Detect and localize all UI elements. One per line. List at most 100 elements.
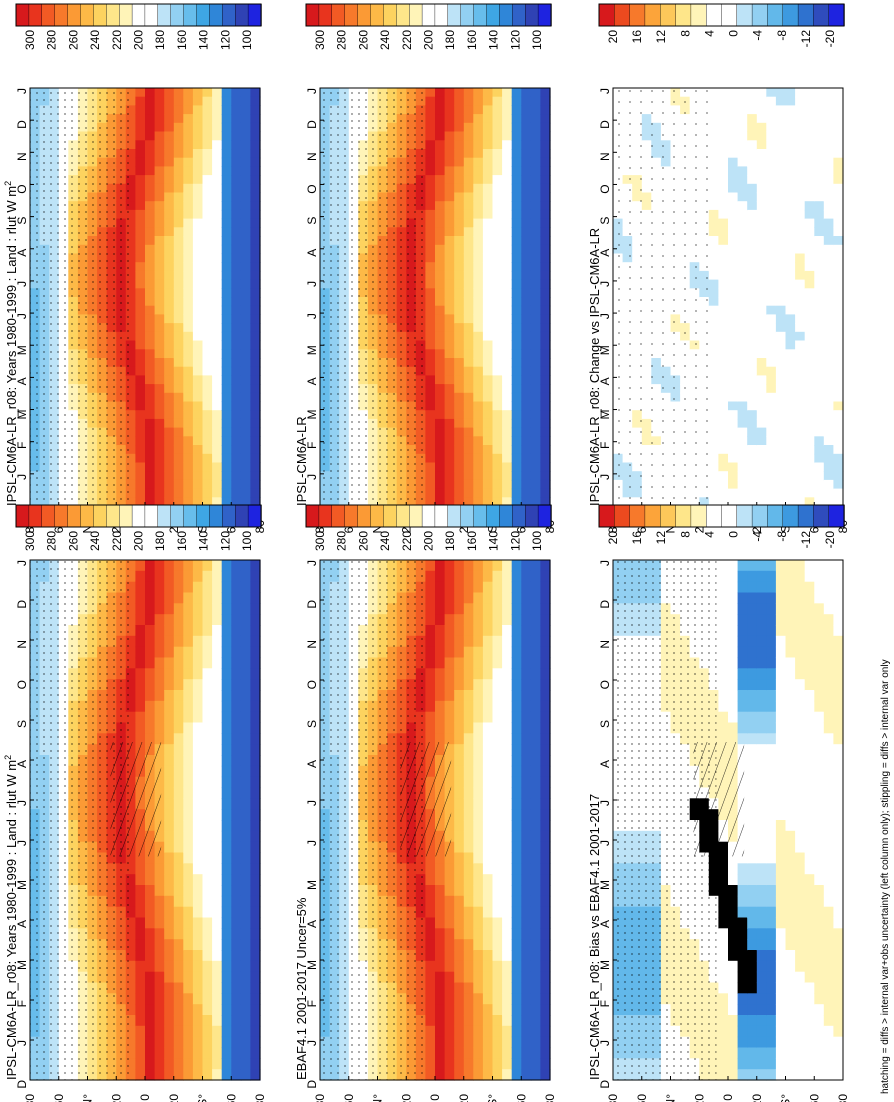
heatmap-cell bbox=[183, 625, 194, 637]
heatmap-cell bbox=[250, 1015, 261, 1027]
heatmap-cell bbox=[154, 603, 165, 615]
heatmap-cell bbox=[231, 453, 242, 464]
heatmap-cell bbox=[135, 852, 146, 864]
heatmap-cell bbox=[492, 679, 503, 691]
heatmap-cell bbox=[192, 592, 204, 604]
heatmap-cell bbox=[192, 1004, 204, 1016]
heatmap-cell bbox=[202, 427, 213, 437]
heatmap-cell bbox=[425, 560, 436, 572]
heatmap-cell bbox=[183, 863, 194, 875]
heatmap-cell bbox=[502, 614, 513, 626]
heatmap-cell bbox=[231, 262, 242, 272]
heatmap-cell bbox=[435, 625, 446, 637]
heatmap-cell bbox=[183, 1015, 194, 1027]
heatmap-cell bbox=[145, 1025, 156, 1038]
heatmap-cell bbox=[775, 982, 787, 994]
heatmap-cell bbox=[511, 646, 522, 659]
heatmap-cell bbox=[164, 149, 175, 159]
heatmap-cell bbox=[221, 874, 232, 886]
heatmap-cell bbox=[221, 192, 232, 202]
lat-label: 60 bbox=[514, 1094, 528, 1102]
heatmap-cell bbox=[240, 323, 251, 333]
heatmap-cell bbox=[492, 700, 503, 713]
heatmap-cell bbox=[814, 733, 825, 745]
heatmap-cell bbox=[425, 614, 436, 626]
heatmap-cell bbox=[240, 384, 251, 394]
heatmap-cell bbox=[154, 471, 165, 481]
heatmap-cell bbox=[192, 679, 204, 691]
heatmap-cell bbox=[212, 384, 223, 394]
heatmap-cell bbox=[540, 1069, 551, 1081]
heatmap-cell bbox=[212, 646, 223, 659]
heatmap-cell bbox=[250, 928, 261, 940]
heatmap-cell bbox=[454, 668, 465, 680]
heatmap-cell bbox=[221, 841, 232, 854]
heatmap-cell bbox=[756, 657, 767, 669]
heatmap-cell bbox=[183, 603, 194, 615]
heatmap-cell bbox=[766, 885, 777, 897]
heatmap-cell bbox=[766, 711, 777, 724]
heatmap-cell bbox=[240, 410, 251, 420]
heatmap-cell bbox=[804, 1036, 815, 1049]
heatmap-cell bbox=[250, 305, 261, 315]
heatmap-cell bbox=[540, 1047, 551, 1059]
month-label: J bbox=[15, 560, 29, 566]
heatmap-cell bbox=[212, 570, 223, 583]
heatmap-cell bbox=[530, 646, 541, 659]
heatmap-cell bbox=[823, 993, 834, 1005]
heatmap-cell bbox=[192, 950, 204, 962]
heatmap-cell bbox=[511, 939, 522, 951]
heatmap-cell bbox=[212, 236, 223, 246]
heatmap-cell bbox=[540, 820, 551, 832]
heatmap-cell bbox=[183, 88, 194, 98]
heatmap-cell bbox=[775, 1058, 787, 1070]
heatmap-cell bbox=[482, 1047, 494, 1059]
heatmap-cell bbox=[747, 755, 758, 767]
heatmap-cell bbox=[192, 227, 204, 237]
heatmap-cell bbox=[240, 614, 251, 626]
heatmap-cell bbox=[173, 401, 184, 411]
heatmap-cell bbox=[183, 809, 194, 821]
heatmap-cell bbox=[231, 114, 242, 124]
heatmap-cell bbox=[154, 690, 165, 702]
heatmap-cell bbox=[145, 201, 156, 211]
heatmap-cell bbox=[250, 679, 261, 691]
heatmap-cell bbox=[785, 1058, 796, 1070]
heatmap-cell bbox=[444, 635, 455, 648]
heatmap-cell bbox=[240, 820, 251, 832]
heatmap-cell bbox=[192, 1058, 204, 1070]
heatmap-cell bbox=[221, 625, 232, 637]
heatmap-cell bbox=[775, 787, 787, 799]
heatmap-cell bbox=[192, 581, 204, 594]
heatmap-cell bbox=[135, 863, 146, 875]
heatmap-cell bbox=[164, 603, 175, 615]
heatmap-cell bbox=[454, 711, 465, 724]
heatmap-cell bbox=[435, 917, 446, 929]
heatmap-cell bbox=[530, 603, 541, 615]
heatmap-cell bbox=[192, 646, 204, 659]
heatmap-cell bbox=[775, 614, 787, 626]
heatmap-cell bbox=[145, 209, 156, 220]
heatmap-cell bbox=[502, 982, 513, 994]
heatmap-cell bbox=[775, 646, 787, 659]
heatmap-cell bbox=[425, 592, 436, 604]
heatmap-cell bbox=[240, 906, 251, 919]
heatmap-cell bbox=[212, 798, 223, 810]
heatmap-cell bbox=[737, 1036, 748, 1049]
heatmap-cell bbox=[135, 722, 146, 734]
heatmap-cell bbox=[183, 700, 194, 713]
heatmap-cell bbox=[502, 787, 513, 799]
heatmap-cell bbox=[231, 227, 242, 237]
heatmap-cell bbox=[212, 479, 223, 490]
heatmap-cell bbox=[511, 971, 522, 984]
heatmap-cell bbox=[164, 700, 175, 713]
heatmap-cell bbox=[250, 375, 261, 385]
heatmap-cell bbox=[164, 765, 175, 778]
heatmap-cell bbox=[540, 722, 551, 734]
heatmap-cell bbox=[756, 722, 767, 734]
heatmap-cell bbox=[511, 874, 522, 886]
heatmap-cell bbox=[154, 305, 165, 315]
heatmap-cell bbox=[814, 863, 825, 875]
heatmap-cell bbox=[756, 700, 767, 713]
heatmap-cell bbox=[795, 570, 806, 583]
